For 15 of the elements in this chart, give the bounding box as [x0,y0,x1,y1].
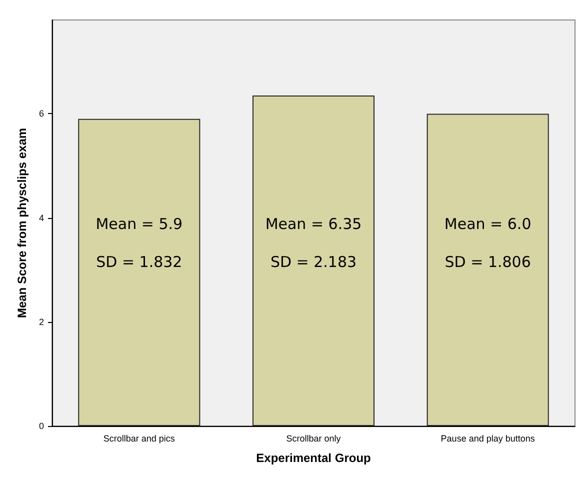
x-tick-label: Scrollbar only [286,434,342,444]
y-axis-title: Mean Score from physclips exam [15,128,29,318]
y-tick-label: 0 [38,421,44,431]
y-tick-label: 2 [38,316,44,327]
x-tick-label: Scrollbar and pics [103,434,176,444]
annotation: SD = 2.183 [270,253,357,271]
y-tick-label: 4 [38,212,44,223]
annotation: Mean = 6.0 [444,215,532,233]
x-axis-title: Experimental Group [256,451,371,465]
y-tick-label: 6 [38,108,44,119]
x-tick-label: Pause and play buttons [440,434,536,444]
annotation: SD = 1.832 [96,253,182,271]
annotation: SD = 1.806 [444,253,531,271]
annotation: Mean = 6.35 [265,215,362,233]
annotation: Mean = 5.9 [96,215,183,233]
